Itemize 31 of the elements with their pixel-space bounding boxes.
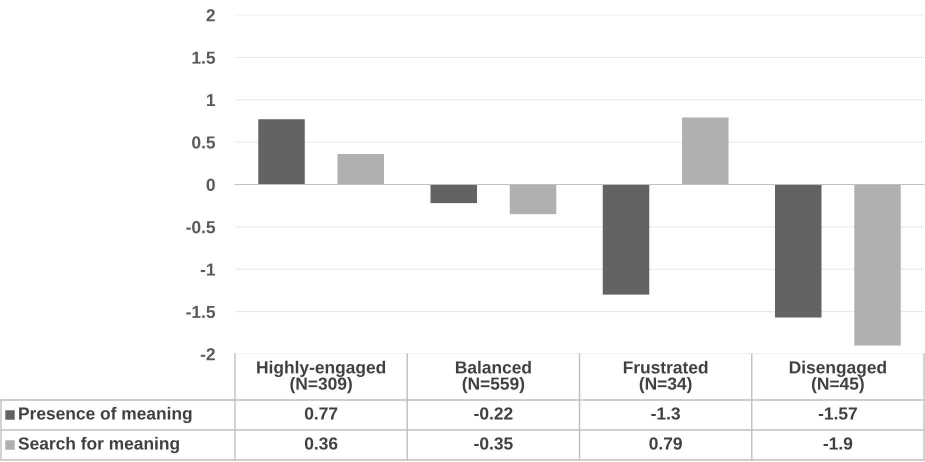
- data-label: -1.57: [818, 408, 857, 420]
- bar: [775, 184, 822, 318]
- y-tick-label: -0.5: [186, 221, 216, 234]
- legend-label: Search for meaning: [18, 436, 179, 454]
- bar: [682, 118, 728, 184]
- y-tick-label: -1.5: [186, 306, 216, 318]
- data-label: 0.77: [304, 407, 338, 420]
- legend-label: Presence of meaning: [19, 406, 192, 424]
- x-tick-label: Frustrated (N=34): [624, 360, 708, 394]
- data-label: 0.79: [649, 437, 682, 450]
- bar: [258, 119, 305, 184]
- x-tick-label: Highly-engaged (N=309): [257, 360, 386, 394]
- data-label: -1.9: [824, 437, 852, 450]
- y-tick-label: 0.5: [192, 136, 216, 149]
- data-label: -0.22: [474, 407, 512, 420]
- y-tick-label: 1.5: [192, 52, 216, 64]
- bar: [430, 184, 478, 204]
- y-tick-label: -1: [200, 264, 216, 276]
- y-tick-label: -2: [200, 348, 215, 360]
- y-tick-label: 0: [206, 178, 215, 191]
- bar: [602, 184, 650, 295]
- bar: [854, 184, 901, 346]
- x-tick-label: Disengaged (N=45): [790, 360, 886, 394]
- bar: [337, 154, 384, 184]
- x-tick-label: Balanced (N=559): [456, 360, 531, 394]
- y-tick-label: 2: [206, 9, 215, 22]
- bar: [510, 184, 556, 214]
- y-tick-label: 1: [206, 94, 216, 106]
- data-label: -0.35: [474, 437, 513, 450]
- data-label: -1.3: [651, 407, 680, 420]
- data-label: 0.36: [304, 437, 338, 450]
